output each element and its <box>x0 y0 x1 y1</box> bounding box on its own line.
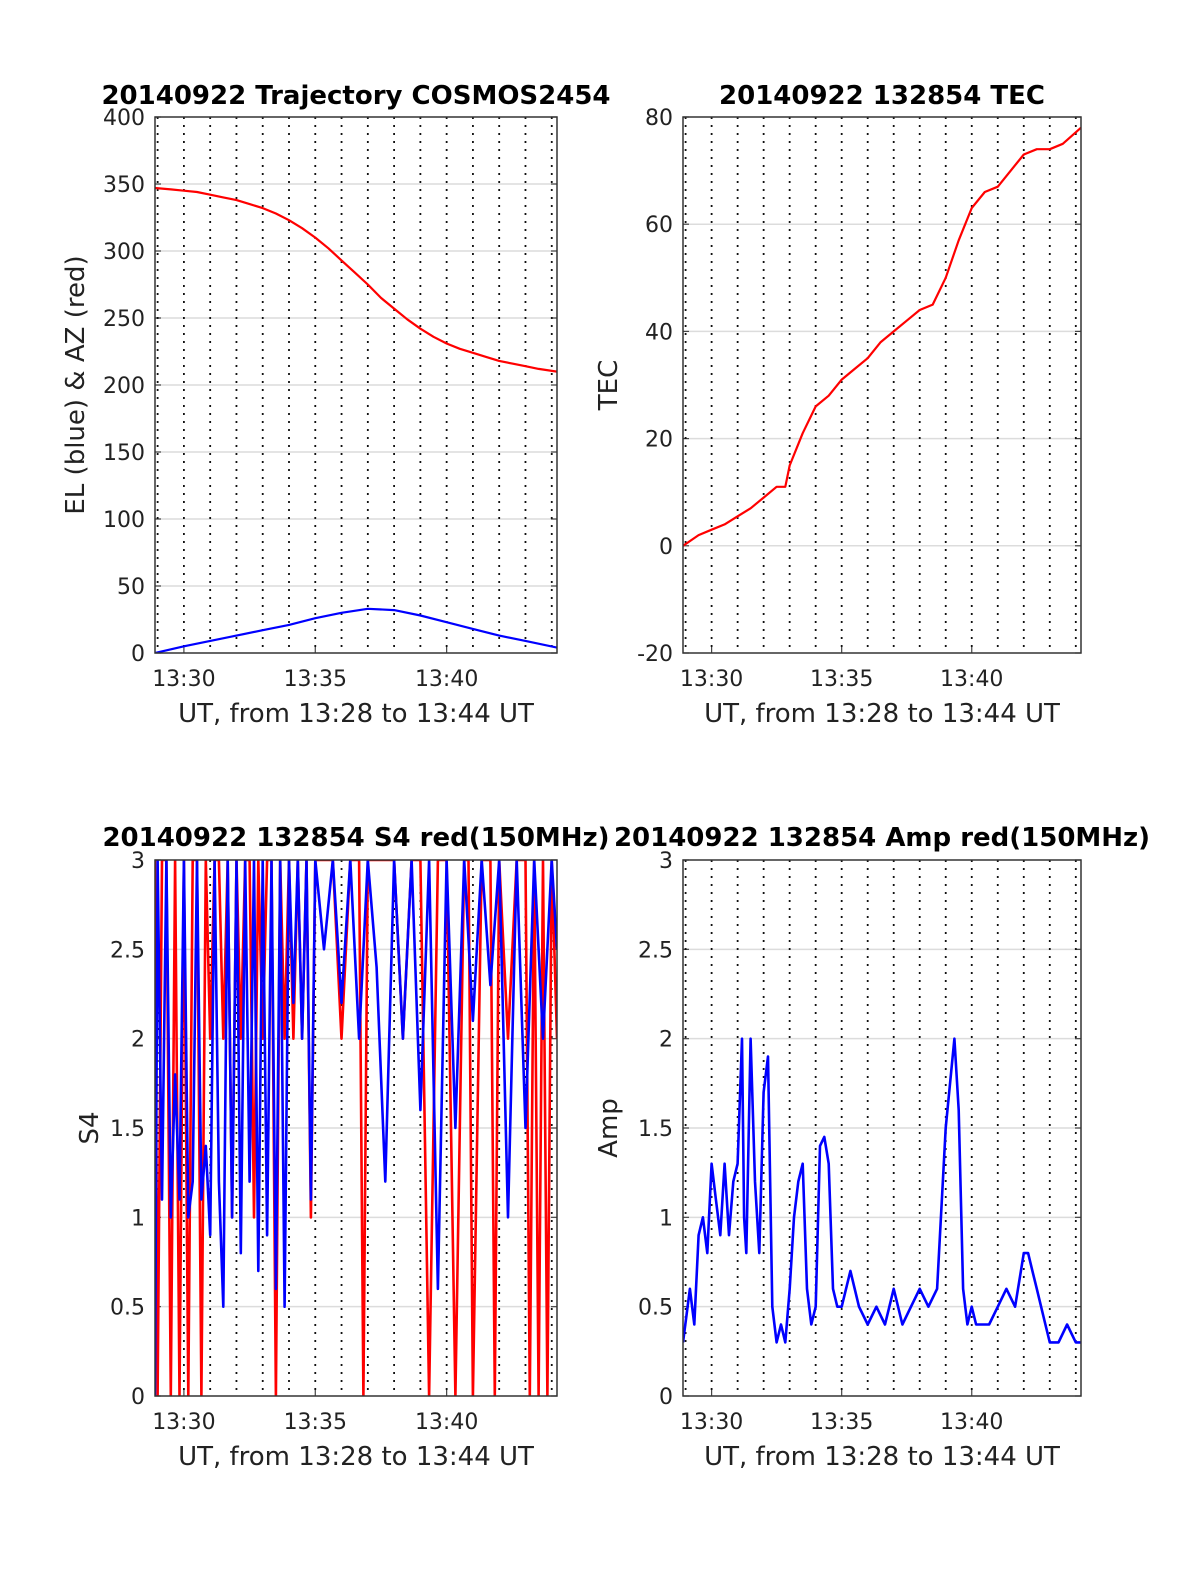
trajectory-series-0-line <box>155 186 557 373</box>
trajectory-ytick-label: 0 <box>131 642 145 667</box>
amp-panel: 20140922 132854 Amp red(150MHz) Amp UT, … <box>594 823 1150 1472</box>
s4-xtick-label: 13:40 <box>415 1410 478 1435</box>
tec-xtick-label: 13:30 <box>680 667 743 692</box>
trajectory-grid <box>155 116 557 654</box>
s4-ytick-label: 1.5 <box>110 1117 145 1142</box>
tec-xtick-label: 13:40 <box>940 667 1003 692</box>
amp-series-group <box>683 1037 1081 1344</box>
amp-xtick-label: 13:30 <box>680 1410 743 1435</box>
amp-grid <box>683 859 1081 1397</box>
tec-ytick-label: 20 <box>645 428 673 453</box>
trajectory-ytick-label: 50 <box>117 575 145 600</box>
trajectory-ytick-label: 150 <box>103 441 145 466</box>
tec-series-0-line <box>683 126 1081 547</box>
tec-axes-box <box>682 116 1082 654</box>
trajectory-panel: 20140922 Trajectory COSMOS2454 EL (blue)… <box>61 81 611 729</box>
trajectory-xlabel: UT, from 13:28 to 13:44 UT <box>178 699 534 729</box>
amp-ytick-label: 2 <box>659 1028 673 1053</box>
trajectory-series-group <box>155 186 557 653</box>
tec-ytick-label: 60 <box>645 213 673 238</box>
trajectory-ytick-label: 250 <box>103 307 145 332</box>
tec-xtick-label: 13:35 <box>810 667 873 692</box>
trajectory-xtick-label: 13:30 <box>152 667 215 692</box>
tec-ylabel: TEC <box>594 360 624 411</box>
trajectory-ytick-label: 100 <box>103 508 145 533</box>
tec-grid <box>683 116 1081 654</box>
tec-xlabel: UT, from 13:28 to 13:44 UT <box>704 699 1060 729</box>
amp-axes-box <box>682 859 1082 1397</box>
s4-title: 20140922 132854 S4 red(150MHz) <box>102 823 609 853</box>
tec-ytick-label: 0 <box>659 535 673 560</box>
amp-ytick-label: 0.5 <box>638 1296 673 1321</box>
s4-axes-box <box>154 859 558 1397</box>
s4-panel: 20140922 132854 S4 red(150MHz) S4 UT, fr… <box>75 823 610 1472</box>
tec-panel: 20140922 132854 TEC TEC UT, from 13:28 t… <box>594 81 1082 729</box>
s4-ytick-label: 0.5 <box>110 1296 145 1321</box>
amp-xlabel: UT, from 13:28 to 13:44 UT <box>704 1442 1060 1472</box>
tec-ytick-label: 80 <box>645 106 673 131</box>
amp-ytick-label: 2.5 <box>638 938 673 963</box>
trajectory-ytick-label: 200 <box>103 374 145 399</box>
s4-xtick-label: 13:35 <box>284 1410 347 1435</box>
trajectory-title: 20140922 Trajectory COSMOS2454 <box>101 81 610 111</box>
s4-xlabel: UT, from 13:28 to 13:44 UT <box>178 1442 534 1472</box>
amp-ylabel: Amp <box>594 1098 624 1158</box>
s4-series-1-line <box>155 860 557 1396</box>
trajectory-axes-box <box>154 116 558 654</box>
tec-title: 20140922 132854 TEC <box>719 81 1045 111</box>
s4-ytick-label: 2.5 <box>110 938 145 963</box>
s4-ytick-label: 2 <box>131 1028 145 1053</box>
amp-series-0-line <box>683 1037 1081 1344</box>
amp-ytick-label: 1 <box>659 1206 673 1231</box>
trajectory-xtick-label: 13:40 <box>415 667 478 692</box>
amp-ytick-label: 1.5 <box>638 1117 673 1142</box>
s4-ytick-label: 3 <box>131 849 145 874</box>
s4-xtick-label: 13:30 <box>152 1410 215 1435</box>
s4-ytick-label: 0 <box>131 1385 145 1410</box>
tec-ytick-label: 40 <box>645 320 673 345</box>
trajectory-ytick-label: 350 <box>103 173 145 198</box>
amp-xtick-label: 13:40 <box>940 1410 1003 1435</box>
trajectory-series-1-line <box>155 607 557 653</box>
trajectory-ytick-label: 300 <box>103 240 145 265</box>
s4-series-group <box>155 860 557 1396</box>
trajectory-ytick-label: 400 <box>103 106 145 131</box>
tec-ytick-label: -20 <box>637 642 673 667</box>
amp-title: 20140922 132854 Amp red(150MHz) <box>614 823 1150 853</box>
amp-ytick-label: 3 <box>659 849 673 874</box>
trajectory-xtick-label: 13:35 <box>284 667 347 692</box>
s4-ytick-label: 1 <box>131 1206 145 1231</box>
trajectory-ylabel: EL (blue) & AZ (red) <box>61 255 91 514</box>
s4-ylabel: S4 <box>75 1111 105 1144</box>
amp-ytick-label: 0 <box>659 1385 673 1410</box>
tec-series-group <box>683 126 1081 547</box>
amp-xtick-label: 13:35 <box>810 1410 873 1435</box>
